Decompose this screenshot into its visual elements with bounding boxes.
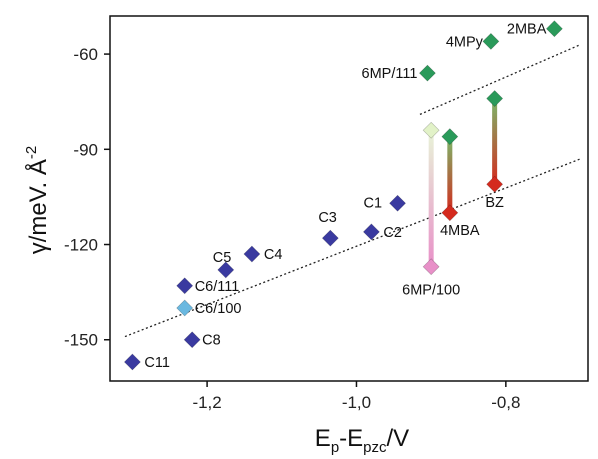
y-axis-title: γ/meV. Å-2 — [23, 146, 52, 255]
data-point-c1 — [389, 194, 406, 212]
y-tick-label: -60 — [73, 45, 98, 64]
axis-ticks: -1,2 -1,0 -0,8 -60 -90 -120 -150 — [64, 45, 521, 412]
data-point-c5 — [217, 261, 235, 279]
data-point-c3 — [321, 229, 339, 247]
point-label-c1: C1 — [364, 195, 383, 211]
point-label-6mp-111: 6MP/111 — [362, 66, 418, 82]
plot-frame — [109, 15, 589, 382]
x-tick-label: -0,8 — [491, 393, 520, 412]
fit-line-0 — [124, 158, 581, 338]
point-label-6mp-100: 6MP/100 — [402, 283, 460, 299]
y-tick-label: -120 — [64, 236, 98, 255]
data-point-4mpy — [482, 32, 500, 50]
data-point-c6-111 — [176, 277, 194, 295]
data-point-c8 — [183, 331, 201, 349]
point-label-4mpy: 4MPy — [446, 34, 484, 50]
fit-lines — [124, 43, 581, 338]
data-point-marker-13 — [486, 90, 504, 107]
gradient-bars — [428, 98, 498, 267]
data-point-6mp-100 — [422, 258, 440, 276]
data-point-c4 — [243, 245, 261, 263]
data-point-4mba — [441, 204, 459, 222]
data-points — [123, 20, 563, 371]
data-point-marker-9 — [422, 121, 440, 139]
data-point-2mba — [545, 20, 563, 38]
point-label-c3: C3 — [318, 210, 337, 226]
point-label-4mba: 4MBA — [440, 223, 480, 239]
point-label-c4: C4 — [264, 247, 283, 263]
data-point-c11 — [123, 353, 141, 371]
data-point-c6-100 — [176, 299, 194, 317]
point-label-c8: C8 — [202, 333, 221, 349]
point-label-c6-100: C6/100 — [195, 301, 242, 317]
point-label-c2: C2 — [383, 225, 402, 241]
fit-line-1 — [419, 43, 581, 115]
y-tick-label: -150 — [64, 331, 98, 350]
data-point-marker-11 — [441, 128, 459, 146]
y-tick-label: -90 — [73, 140, 98, 159]
x-tick-label: -1,2 — [192, 393, 221, 412]
gradient-bar-0 — [428, 130, 434, 267]
point-label-c5: C5 — [213, 250, 232, 266]
data-point-bz — [486, 175, 504, 193]
point-label-2mba: 2MBA — [507, 22, 547, 38]
gradient-bar-1 — [447, 136, 453, 213]
x-tick-label: -1,0 — [342, 393, 371, 412]
point-label-bz: BZ — [485, 195, 504, 211]
point-label-c6-111: C6/111 — [195, 279, 240, 295]
x-axis-title: Ep-Epzc/V — [315, 425, 409, 456]
gradient-bar-2 — [492, 98, 498, 185]
data-point-c2 — [362, 223, 380, 241]
point-label-c11: C11 — [144, 355, 170, 371]
data-point-6mp-111 — [418, 64, 436, 82]
